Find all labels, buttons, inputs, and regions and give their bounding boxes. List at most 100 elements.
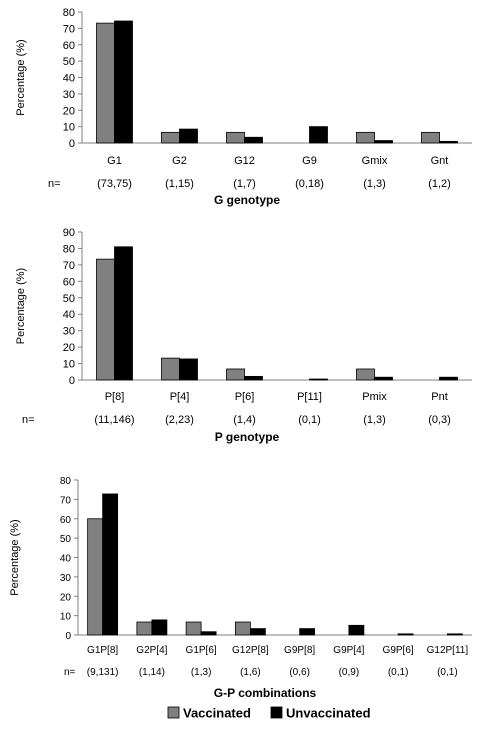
legend: Vaccinated Unvaccinated [167,706,371,721]
legend-label-vaccinated: Vaccinated [183,706,251,721]
legend-swatch-vaccinated [167,706,180,719]
category-label: G9P[8] [284,645,315,656]
bar-unvaccinated [102,493,119,636]
x-axis-title: G genotype [214,193,280,207]
n-label: (1,7) [233,178,256,190]
bar-vaccinated [234,621,251,636]
category-label: G12 [234,155,255,167]
n-label: (0,6) [289,667,310,678]
bar-unvaccinated [446,633,463,636]
y-tick-label: 40 [63,73,75,85]
n-label: (1,3) [363,178,386,190]
y-tick-label: 50 [63,56,75,68]
n-label: (0,1) [388,667,409,678]
n-label: (0,1) [437,667,458,678]
y-tick-label: 0 [65,631,71,642]
y-tick-label: 60 [63,40,75,52]
y-tick-label: 90 [63,227,75,239]
category-label: G1P[8] [87,645,118,656]
y-tick-label: 10 [63,359,75,371]
y-tick-label: 60 [63,276,75,288]
bar-unvaccinated [309,126,328,144]
n-label: (0,3) [428,414,451,426]
category-label: G9P[6] [383,645,414,656]
n-label: (1,2) [428,178,451,190]
y-tick-label: 0 [69,375,75,387]
bar-unvaccinated [374,140,393,144]
y-axis-label: Percentage (%) [15,39,27,115]
n-prefix-label: n= [22,414,35,426]
bar-unvaccinated [397,633,414,636]
category-label: Pmix [362,391,387,403]
bar-vaccinated [356,368,375,381]
y-tick-label: 20 [63,342,75,354]
y-tick-label: 30 [63,326,75,338]
category-label: Gmix [362,155,388,167]
y-axis-label: Percentage (%) [9,519,21,595]
bar-unvaccinated [151,619,168,636]
y-tick-label: 20 [60,592,72,603]
bar-vaccinated [421,131,440,144]
bar-vaccinated [161,131,180,144]
bar-vaccinated [161,357,180,381]
n-label: (2,23) [165,414,194,426]
legend-label-unvaccinated: Unvaccinated [286,706,371,721]
bar-unvaccinated [244,375,263,381]
bar-unvaccinated [374,376,393,381]
category-label: P[11] [297,391,322,403]
n-label: (73,75) [97,178,132,190]
n-label: (1,4) [233,414,256,426]
y-tick-label: 80 [63,7,75,19]
bar-unvaccinated [244,136,263,144]
x-axis-title: G-P combinations [214,686,317,700]
n-label: (11,146) [94,414,134,426]
category-label: G1P[6] [186,645,217,656]
n-label: (9,131) [87,667,119,678]
category-label: Pnt [431,391,448,403]
category-label: Gnt [431,155,449,167]
category-label: P[8] [105,391,125,403]
category-label: G2P[4] [136,645,167,656]
y-tick-label: 80 [63,243,75,255]
bar-unvaccinated [309,378,328,381]
category-label: G12P[11] [427,645,469,656]
legend-swatch-unvaccinated [270,706,283,719]
n-prefix-label: n= [48,178,61,190]
category-label: P[6] [235,391,255,403]
y-tick-label: 60 [60,515,72,526]
bar-unvaccinated [348,624,365,636]
category-label: P[4] [170,391,190,403]
bar-vaccinated [356,131,375,144]
y-tick-label: 20 [63,105,75,117]
y-tick-label: 0 [69,138,75,150]
y-tick-label: 70 [63,23,75,35]
n-label: (1,14) [139,667,165,678]
y-tick-label: 40 [63,309,75,321]
n-label: (0,18) [295,178,324,190]
bar-unvaccinated [249,628,266,636]
category-label: G2 [172,155,187,167]
bar-unvaccinated [179,358,198,381]
bar-unvaccinated [114,246,133,381]
bar-unvaccinated [179,128,198,144]
y-tick-label: 30 [63,89,75,101]
n-label: (0,9) [339,667,360,678]
category-label: G9P[4] [333,645,364,656]
bar-unvaccinated [114,20,133,144]
bar-vaccinated [185,621,202,636]
n-label: (1,6) [240,667,261,678]
category-label: G9 [302,155,317,167]
chart-g-genotype: 0 10 20 30 40 50 60 70 80 Percentage (%) G1 (73,75)… [15,7,472,207]
y-tick-label: 30 [60,573,72,584]
y-tick-label: 10 [63,122,75,134]
bar-unvaccinated [200,631,217,636]
n-prefix-label: n= [64,667,76,678]
y-tick-label: 50 [60,534,72,545]
bar-vaccinated [96,258,115,381]
y-tick-label: 40 [60,554,72,565]
chart-p-genotype: 0 10 20 30 40 50 60 70 80 90 Percentage (%) P[8] (11… [15,227,472,444]
n-label: (1,15) [165,178,194,190]
bar-vaccinated [226,131,245,144]
n-label: (0,1) [298,414,321,426]
